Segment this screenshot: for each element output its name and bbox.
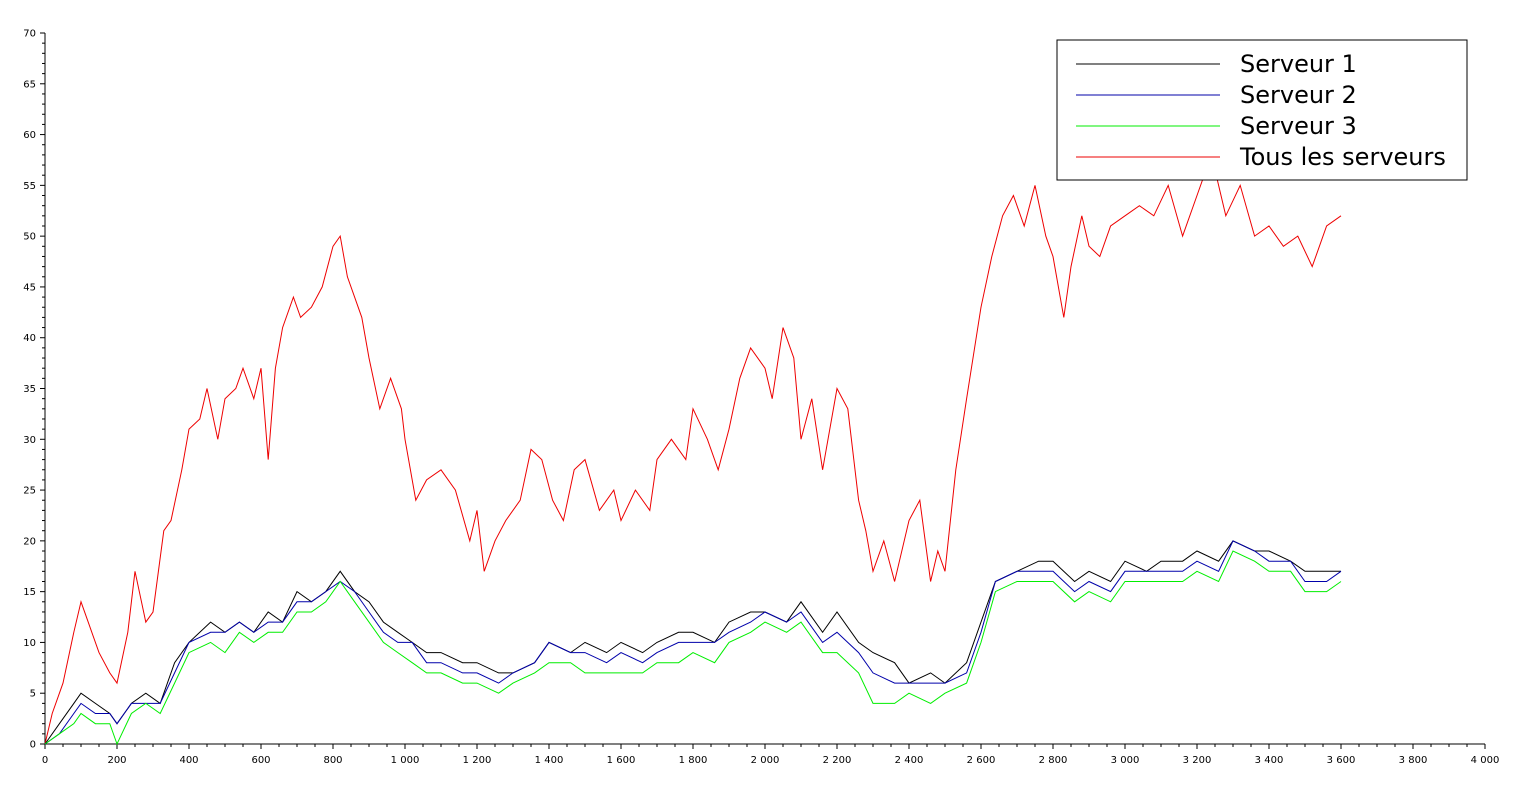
x-tick-label: 3 000 [1111, 755, 1140, 766]
series-layer [44, 153, 1342, 746]
y-tick-label: 15 [23, 587, 36, 598]
x-tick-label: 1 800 [679, 755, 708, 766]
legend-label: Serveur 1 [1240, 50, 1357, 78]
y-tick-label: 45 [23, 282, 36, 293]
series-line-4 [44, 153, 1342, 745]
x-tick-label: 1 600 [607, 755, 636, 766]
series-line-2 [44, 540, 1342, 745]
y-tick-label: 10 [23, 638, 36, 649]
x-tick-label: 4 000 [1471, 755, 1500, 766]
y-tick-label: 40 [23, 333, 36, 344]
x-tick-label: 400 [179, 755, 198, 766]
x-tick-label: 2 200 [823, 755, 852, 766]
x-tick-label: 600 [251, 755, 270, 766]
y-tick-label: 5 [30, 689, 36, 700]
y-tick-label: 60 [23, 130, 36, 141]
legend: Serveur 1 Serveur 2 Serveur 3 Tous les serv… [1056, 39, 1468, 181]
x-tick-label: 2 800 [1039, 755, 1068, 766]
x-tick-label: 3 400 [1255, 755, 1284, 766]
x-tick-label: 3 800 [1399, 755, 1428, 766]
legend-entries: Serveur 1 Serveur 2 Serveur 3 Tous les serv… [1076, 50, 1446, 171]
x-tick-label: 2 000 [751, 755, 780, 766]
x-tick-label: 1 400 [535, 755, 564, 766]
y-tick-label: 25 [23, 486, 36, 497]
axes: 0 5 10 15 20 25 30 35 40 45 50 55 60 65 70 0 200 400 600 8… [23, 29, 1499, 767]
x-tick-label: 1 200 [463, 755, 492, 766]
legend-label: Serveur 2 [1240, 81, 1357, 109]
y-ticks: 0 5 10 15 20 25 30 35 40 45 50 55 60 65 70 [23, 29, 45, 751]
x-tick-label: 1 000 [391, 755, 420, 766]
y-tick-label: 30 [23, 435, 36, 446]
x-tick-label: 2 600 [967, 755, 996, 766]
y-tick-label: 50 [23, 232, 36, 243]
y-tick-label: 35 [23, 384, 36, 395]
x-tick-label: 0 [42, 755, 48, 766]
x-tick-label: 2 400 [895, 755, 924, 766]
x-tick-label: 800 [323, 755, 342, 766]
y-tick-label: 20 [23, 536, 36, 547]
x-tick-label: 3 200 [1183, 755, 1212, 766]
series-line-3 [44, 550, 1342, 746]
x-tick-label: 3 600 [1327, 755, 1356, 766]
x-ticks: 0 200 400 600 800 1 000 1 200 1 400 1 600 1 800 2 … [42, 744, 1500, 766]
y-tick-label: 65 [23, 79, 36, 90]
y-tick-label: 70 [23, 29, 36, 40]
y-tick-label: 55 [23, 181, 36, 192]
legend-label: Serveur 3 [1240, 112, 1357, 140]
legend-label: Tous les serveurs [1239, 143, 1446, 171]
y-tick-label: 0 [30, 740, 36, 751]
x-tick-label: 200 [107, 755, 126, 766]
